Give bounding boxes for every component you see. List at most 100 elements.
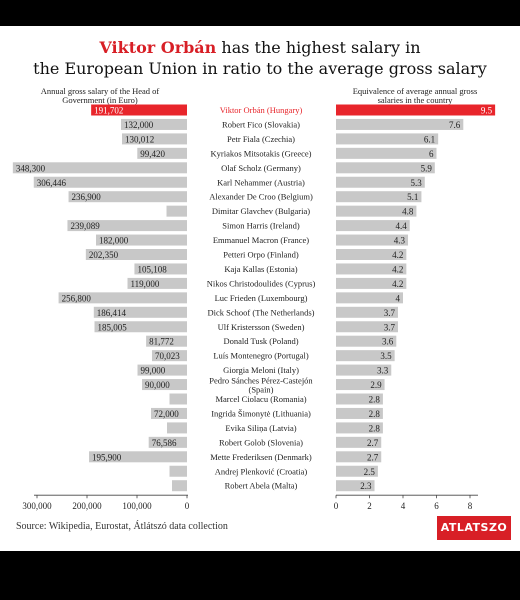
right-value-label-4: 5.9 (421, 163, 433, 173)
title-line-2: the European Union in ratio to the avera… (33, 59, 487, 78)
left-bar-16 (146, 335, 187, 347)
right-value-label-9: 4.3 (394, 236, 406, 246)
left-value-label-24: 195,900 (92, 452, 122, 462)
left-tick-label-0: 300,000 (22, 501, 52, 511)
left-bar-25 (169, 465, 187, 477)
right-value-label-11: 4.2 (392, 264, 403, 274)
left-bar-0 (91, 104, 187, 116)
category-label-15: Ulf Kristersson (Sweden) (218, 322, 305, 332)
left-bar-21 (151, 407, 187, 419)
right-value-label-6: 5.1 (407, 192, 418, 202)
left-bar-10 (85, 249, 187, 260)
category-label-13: Luc Frieden (Luxembourg) (215, 293, 308, 303)
category-label-14: Dick Schoof (The Netherlands) (208, 307, 315, 317)
left-tick-label-3: 0 (185, 501, 190, 511)
left-value-label-19: 90,000 (145, 380, 170, 390)
right-value-label-5: 5.3 (411, 178, 423, 188)
category-label-5: Karl Nehammer (Austria) (217, 177, 305, 187)
left-bar-4 (12, 162, 187, 174)
left-tick-label-1: 200,000 (72, 501, 102, 511)
left-bar-24 (89, 451, 187, 463)
left-value-label-8: 239,089 (70, 221, 100, 231)
category-label-22: Evika Siliņa (Latvia) (225, 423, 296, 434)
right-bar-26 (336, 480, 375, 492)
category-label-23: Robert Golob (Slovenia) (219, 437, 303, 447)
salary-chart: 191,702 9.5 Viktor Orbán (Hungary) 132,000 7… (12, 104, 496, 511)
right-bar-8 (336, 220, 410, 232)
left-chart-title: Annual gross salary of the Head of Gover… (40, 86, 160, 105)
left-tick-label-2: 100,000 (122, 501, 152, 511)
right-value-label-22: 2.8 (369, 423, 381, 433)
right-bar-25 (336, 465, 378, 477)
right-bar-19 (336, 379, 385, 391)
category-label-1: Robert Fico (Slovakia) (222, 119, 300, 129)
category-label-4: Olaf Scholz (Germany) (221, 163, 301, 173)
right-bar-2 (336, 133, 439, 145)
left-value-label-4: 348,300 (16, 163, 46, 173)
left-bar-13 (58, 292, 187, 304)
left-bar-12 (127, 277, 187, 289)
left-bar-5 (33, 176, 187, 188)
right-tick-label-1: 2 (367, 501, 372, 511)
right-value-label-19: 2.9 (370, 380, 382, 390)
category-label-9: Emmanuel Macron (France) (213, 235, 309, 245)
right-bar-0 (336, 104, 496, 116)
left-bar-23 (148, 436, 187, 448)
left-value-label-2: 130,012 (125, 134, 154, 144)
right-bar-17 (336, 350, 395, 362)
right-bar-4 (336, 162, 435, 174)
right-value-label-15: 3.7 (384, 322, 396, 332)
left-value-label-1: 132,000 (124, 120, 154, 130)
right-value-label-20: 2.8 (369, 395, 381, 405)
category-label-11: Kaja Kallas (Estonia) (224, 264, 297, 274)
category-label-7: Dimitar Glavchev (Bulgaria) (212, 206, 310, 216)
left-bar-20 (169, 393, 187, 405)
category-label-19: Pedro Sánches Pérez-Castejón (209, 376, 313, 386)
left-value-label-6: 236,900 (72, 192, 102, 202)
right-chart-title: Equivalence of average annual gross sala… (352, 86, 478, 105)
category-label-16: Donald Tusk (Poland) (223, 336, 298, 346)
left-value-label-13: 256,800 (62, 293, 92, 303)
category-label-21: Ingrida Šimonytė (Lithuania) (211, 408, 311, 418)
right-bar-24 (336, 451, 382, 463)
left-value-label-14: 186,414 (97, 308, 127, 318)
category-label-25: Andrej Plenković (Croatia) (215, 466, 308, 476)
right-bar-12 (336, 277, 407, 289)
title-highlight: Viktor Orbán (99, 38, 217, 57)
right-value-label-21: 2.8 (369, 409, 381, 419)
right-value-label-23: 2.7 (367, 438, 379, 448)
right-bar-7 (336, 205, 417, 217)
category-label-20: Marcel Ciolacu (Romania) (215, 394, 306, 404)
right-bar-11 (336, 263, 407, 275)
left-value-label-23: 76,586 (152, 438, 177, 448)
right-bar-1 (336, 118, 464, 130)
right-value-label-1: 7.6 (449, 120, 461, 130)
left-value-label-10: 202,350 (89, 250, 119, 260)
left-value-label-9: 182,000 (99, 236, 129, 246)
right-bar-22 (336, 422, 383, 434)
left-bar-22 (167, 422, 187, 434)
category-label-17: Luís Montenegro (Portugal) (213, 351, 309, 361)
right-value-label-10: 4.2 (392, 250, 403, 260)
left-value-label-11: 105,108 (137, 264, 167, 274)
left-bar-8 (67, 220, 187, 232)
left-value-label-17: 70,023 (155, 351, 180, 361)
right-value-label-13: 4 (396, 293, 401, 303)
category-label-8: Simon Harris (Ireland) (222, 221, 300, 231)
right-value-label-14: 3.7 (384, 308, 396, 318)
left-value-label-5: 306,446 (37, 178, 67, 188)
right-bar-5 (336, 176, 425, 188)
left-bar-17 (151, 350, 187, 362)
right-tick-label-2: 4 (401, 501, 406, 511)
right-bar-14 (336, 306, 398, 318)
right-bar-13 (336, 292, 403, 304)
right-bar-6 (336, 191, 422, 203)
right-value-label-8: 4.4 (395, 221, 407, 231)
category-label-26: Robert Abela (Malta) (225, 481, 298, 491)
right-value-label-24: 2.7 (367, 452, 379, 462)
left-bar-3 (137, 147, 187, 159)
left-value-label-18: 99,000 (141, 366, 166, 376)
left-bar-9 (96, 234, 187, 246)
right-tick-label-4: 8 (468, 501, 473, 511)
left-bar-15 (94, 321, 187, 333)
